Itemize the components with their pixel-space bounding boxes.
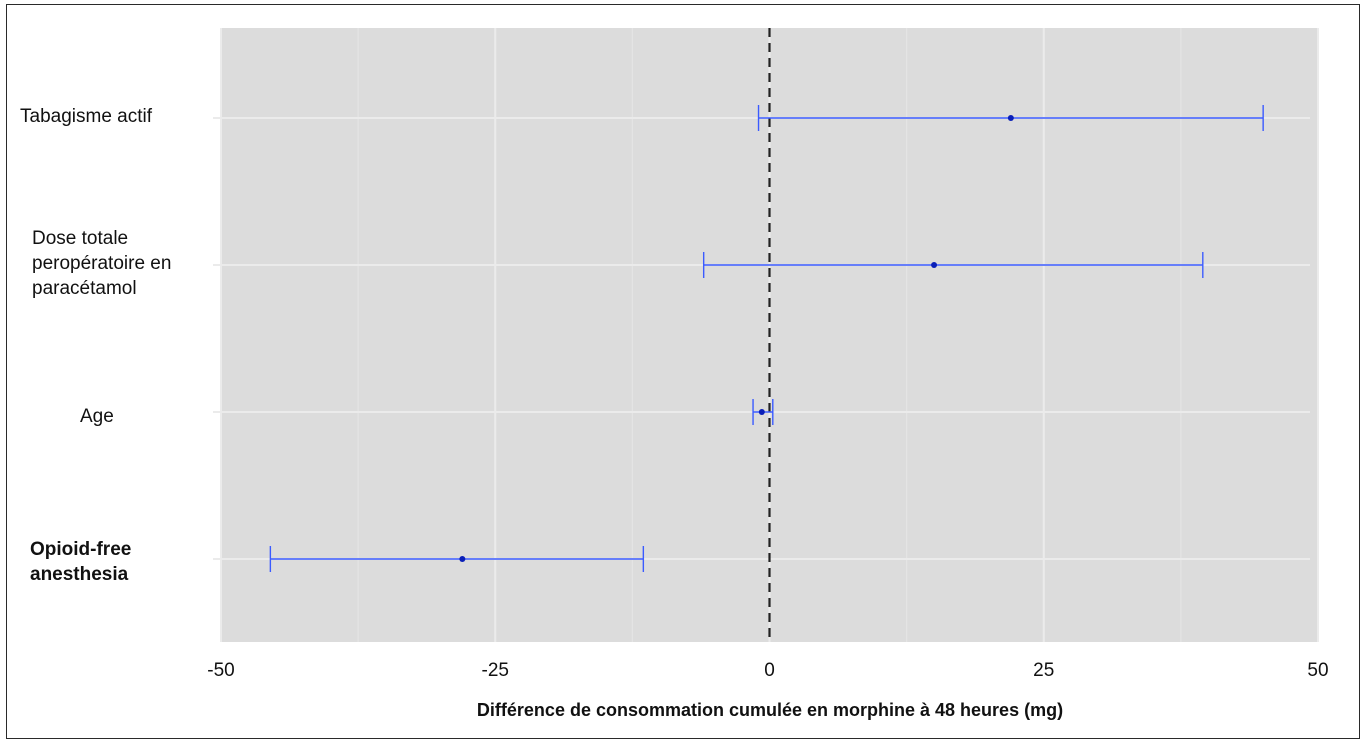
x-tick-labels: -50 -25 0 25 50	[207, 660, 1328, 681]
x-tick-label: -50	[207, 660, 234, 681]
interval-row	[752, 399, 774, 425]
point-estimate	[459, 556, 466, 562]
x-axis-title: Différence de consommation cumulée en mo…	[476, 700, 1064, 720]
interval-row	[702, 252, 1204, 278]
interval-row	[757, 105, 1264, 131]
x-tick-label: 25	[1033, 660, 1054, 681]
row-label-paracetamol: Dose totale peropératoire en paracétamol	[32, 228, 172, 299]
point-estimate	[1007, 115, 1014, 121]
row-label-tabagisme: Tabagisme actif	[20, 106, 153, 127]
x-tick-label: 0	[764, 660, 775, 681]
interval-row	[269, 546, 645, 572]
row-label-opioid-free: Opioid-free anesthesia	[30, 539, 132, 585]
x-tick-label: -25	[482, 660, 509, 681]
point-estimate	[931, 262, 938, 268]
point-estimate	[758, 409, 765, 415]
row-label-age: Age	[80, 406, 114, 427]
interval-marks	[269, 105, 1264, 572]
x-tick-label: 50	[1307, 660, 1328, 681]
